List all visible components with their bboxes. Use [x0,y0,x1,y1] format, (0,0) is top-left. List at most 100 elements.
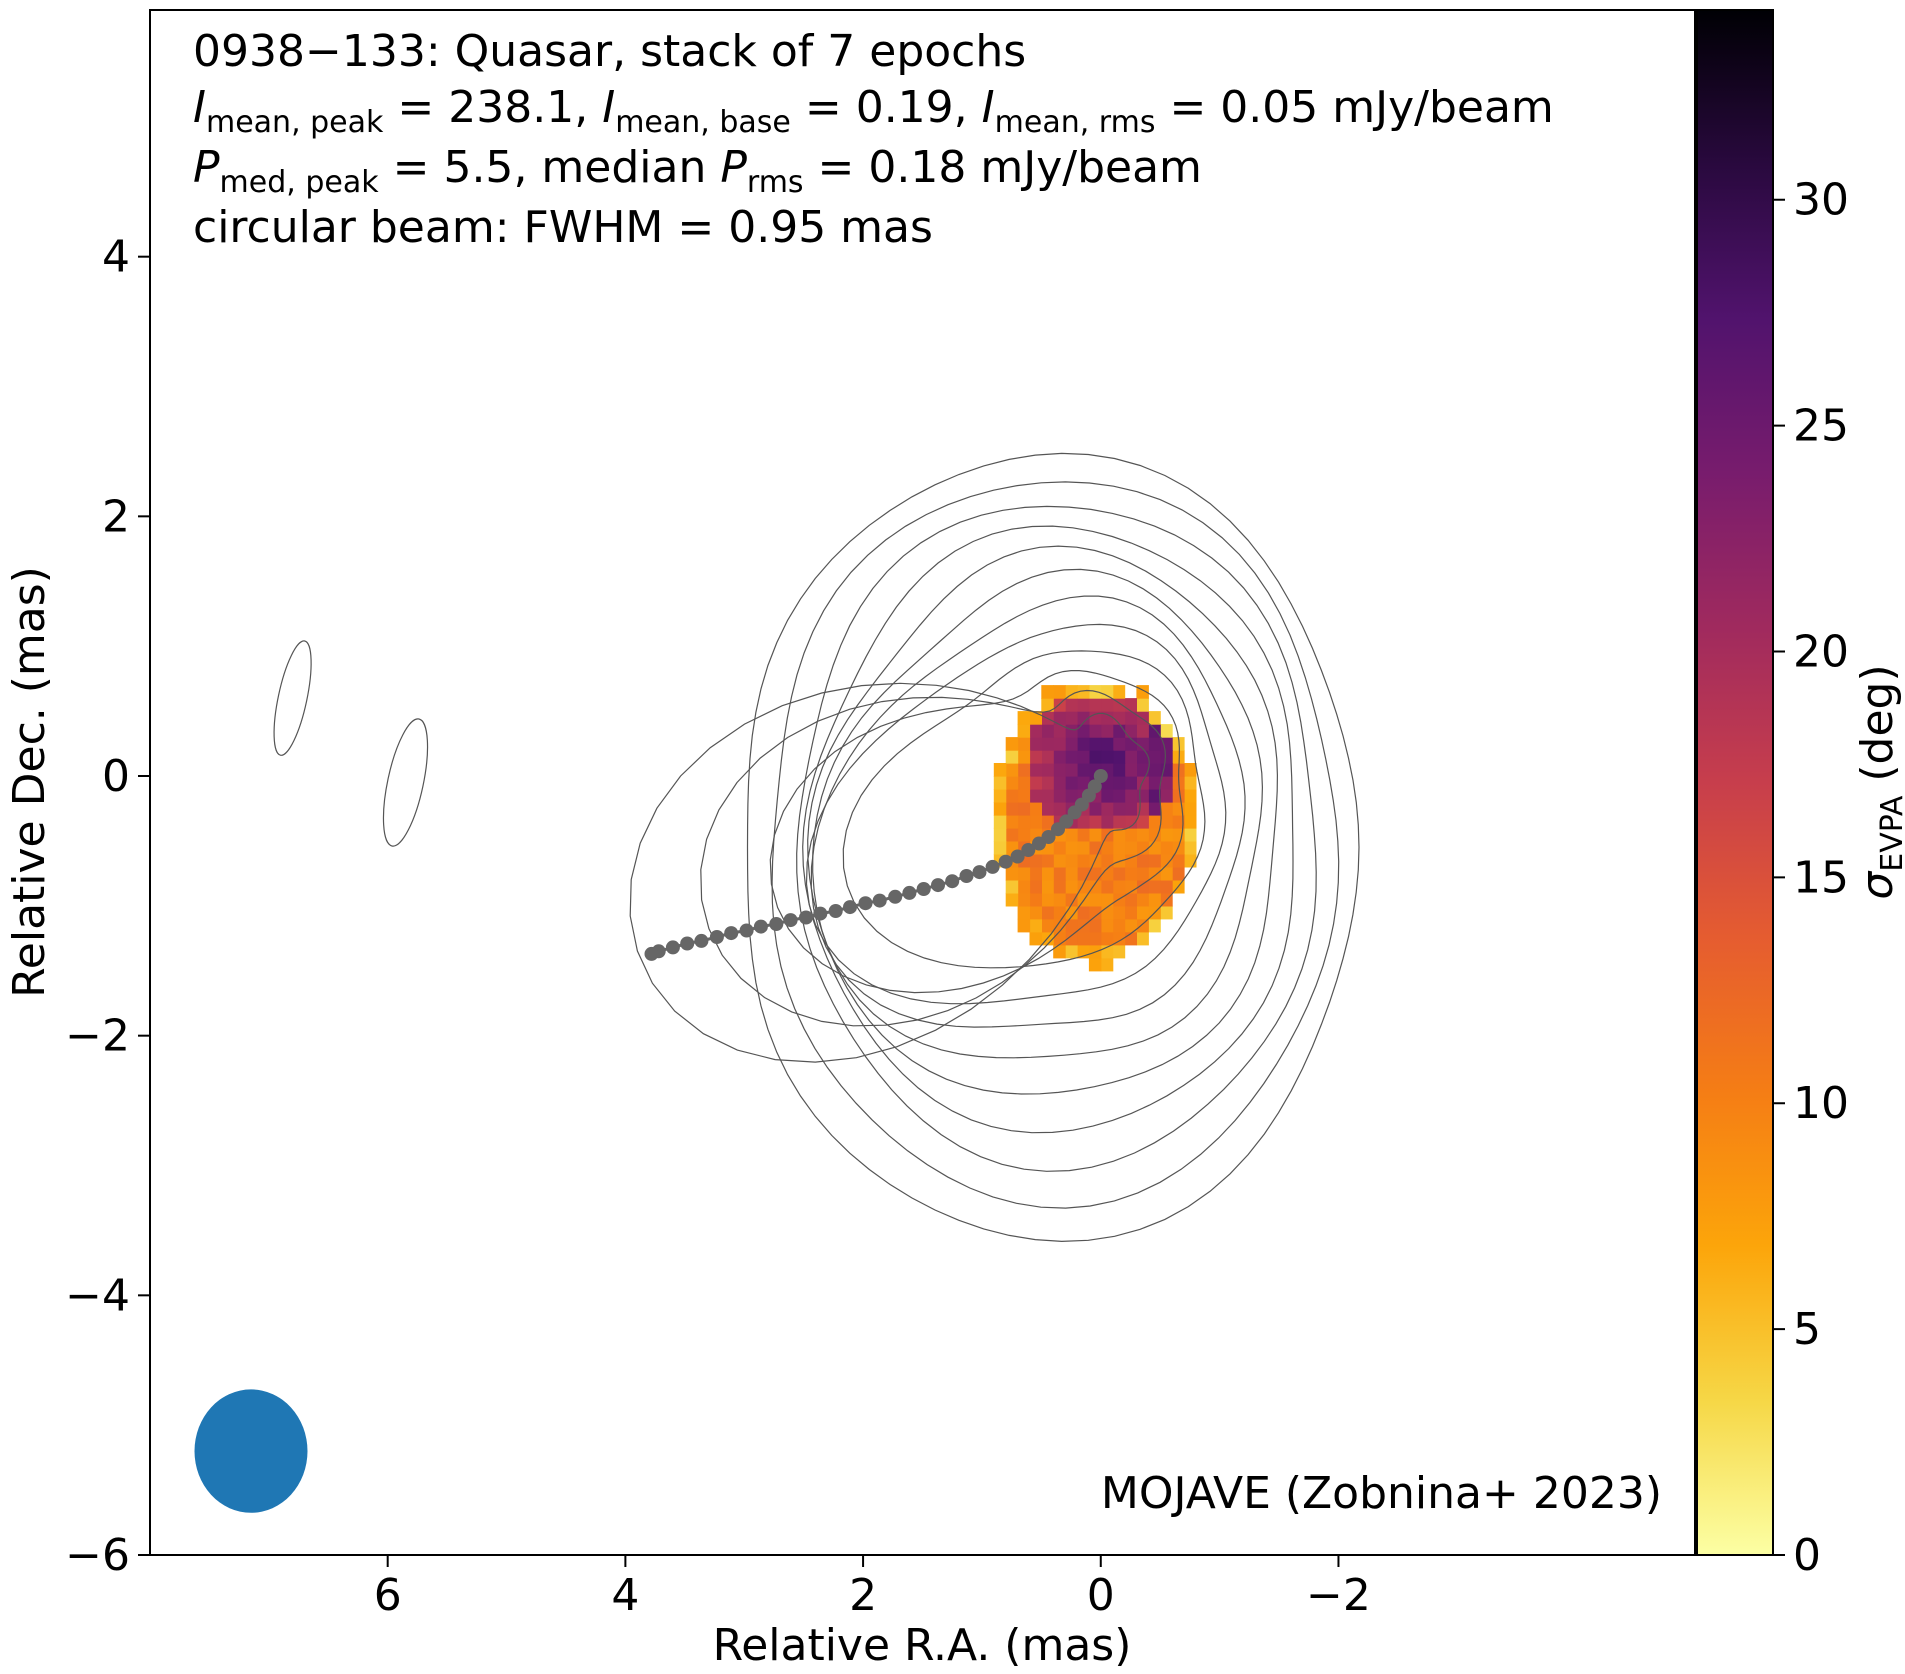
heatmap-pixel [1005,892,1019,907]
heatmap-pixel [1088,892,1102,907]
heatmap-pixel [1100,789,1114,803]
heatmap-pixel [1065,711,1078,725]
jet-ridge-line [644,769,1108,961]
heatmap-pixel [993,789,1007,803]
heatmap-pixel [1112,724,1126,738]
heatmap-pixel [1053,866,1066,881]
colorbar-label-sub: EVPA [1875,795,1905,872]
colorbar-tick-label: 15 [1793,852,1849,903]
heatmap-pixel [1124,802,1137,816]
contour-level [273,640,312,756]
heatmap-pixel [1136,737,1149,751]
heatmap-pixel [1112,802,1126,816]
heatmap-pixel [1017,918,1031,933]
ridge-point [1051,822,1065,837]
title-line-2: Imean, peak = 238.1, Imean, base = 0.19,… [193,82,1554,140]
heatmap-pixel [1017,750,1031,764]
heatmap-pixel [1041,866,1054,881]
heatmap-pixel [1053,711,1066,725]
heatmap-pixel [1148,763,1161,777]
i-unit: mJy/beam [1332,82,1554,133]
heatmap-pixel [1053,724,1066,738]
ridge-point [1032,836,1046,851]
heatmap-pixel [1100,840,1114,855]
heatmap-pixel [1017,815,1031,829]
heatmap-pixel [1029,776,1042,790]
heatmap-pixel [1053,905,1066,920]
heatmap-pixel [1017,763,1031,777]
heatmap-pixel [1160,815,1173,829]
heatmap-pixel [1005,815,1019,829]
heatmap-pixel [1172,853,1185,868]
y-tick-label: 4 [102,232,130,283]
heatmap-pixel [1053,892,1066,907]
heatmap-pixel [1041,802,1054,816]
heatmap-pixel [1041,750,1054,764]
heatmap-pixel [1065,685,1078,699]
heatmap-pixel [1124,724,1137,738]
plot-background [150,10,1695,1555]
heatmap-pixel [1100,931,1114,946]
heatmap-pixel [1005,789,1019,803]
ridge-point [843,900,857,915]
heatmap-pixel [1065,789,1078,803]
colorbar-label-unit: (deg) [1852,664,1903,781]
heatmap-pixel [1065,698,1078,712]
ridge-point [694,933,709,948]
heatmap-pixel [1065,918,1078,933]
y-tick-label: 2 [102,491,130,542]
heatmap-pixel [1124,698,1137,712]
heatmap-pixel [1100,711,1114,725]
contour-level [807,545,1279,1095]
heatmap-pixel [1136,763,1149,777]
i-rms-subscript: mean, rms [995,105,1156,140]
heatmap-pixel [1136,789,1149,803]
y-tick-label: 0 [102,751,130,802]
heatmap-pixel [1148,853,1161,868]
heatmap-pixel [1029,905,1042,920]
heatmap-pixel [1017,827,1031,842]
title-line-1: 0938−133: Quasar, stack of 7 epochs [193,26,1026,77]
heatmap-pixel [1029,815,1042,829]
heatmap-pixel [1041,853,1054,868]
heatmap-pixel [1112,905,1126,920]
heatmap-pixel [1112,853,1126,868]
heatmap-pixel [1077,685,1090,699]
heatmap-pixel [1184,815,1197,829]
heatmap-pixel [1160,789,1173,803]
heatmap-pixel [1065,931,1078,946]
heatmap-pixel [1112,840,1126,855]
p-peak-subscript: med, peak [220,165,380,200]
heatmap-pixel [1088,698,1102,712]
i-peak-value: 238.1 [448,82,574,133]
heatmap-pixel [1029,763,1042,777]
heatmap-pixel [1041,892,1054,907]
heatmap-pixel [1065,763,1078,777]
heatmap-pixel [1160,724,1173,738]
heatmap-pixel [1041,737,1054,751]
heatmap-pixel [1029,931,1042,946]
heatmap-pixel [1029,853,1042,868]
heatmap-pixel [1041,776,1054,790]
heatmap-pixel [1124,905,1137,920]
heatmap-pixel [993,827,1007,842]
y-axis-ticks: −6 −4 −2 0 2 4 [65,232,150,1581]
heatmap-pixel [1160,879,1173,894]
colorbar-label-sigma: σ [1852,871,1903,900]
heatmap-pixel [1088,879,1102,894]
heatmap-pixel [1077,698,1090,712]
heatmap-pixel [1124,789,1137,803]
heatmap-pixel [1136,724,1149,738]
heatmap-pixel [1148,750,1161,764]
i-base-subscript: mean, base [615,105,791,140]
plot-frame [149,9,1696,1556]
heatmap-pixel [1100,724,1114,738]
heatmap-pixel [1088,737,1102,751]
heatmap-pixel [1005,866,1019,881]
heatmap-pixel [1148,711,1161,725]
heatmap-pixel [1124,853,1137,868]
ridge-point [931,878,945,893]
heatmap-pixel [1029,892,1042,907]
y-tick-label: −6 [65,1530,130,1581]
heatmap-pixel [1100,957,1114,972]
